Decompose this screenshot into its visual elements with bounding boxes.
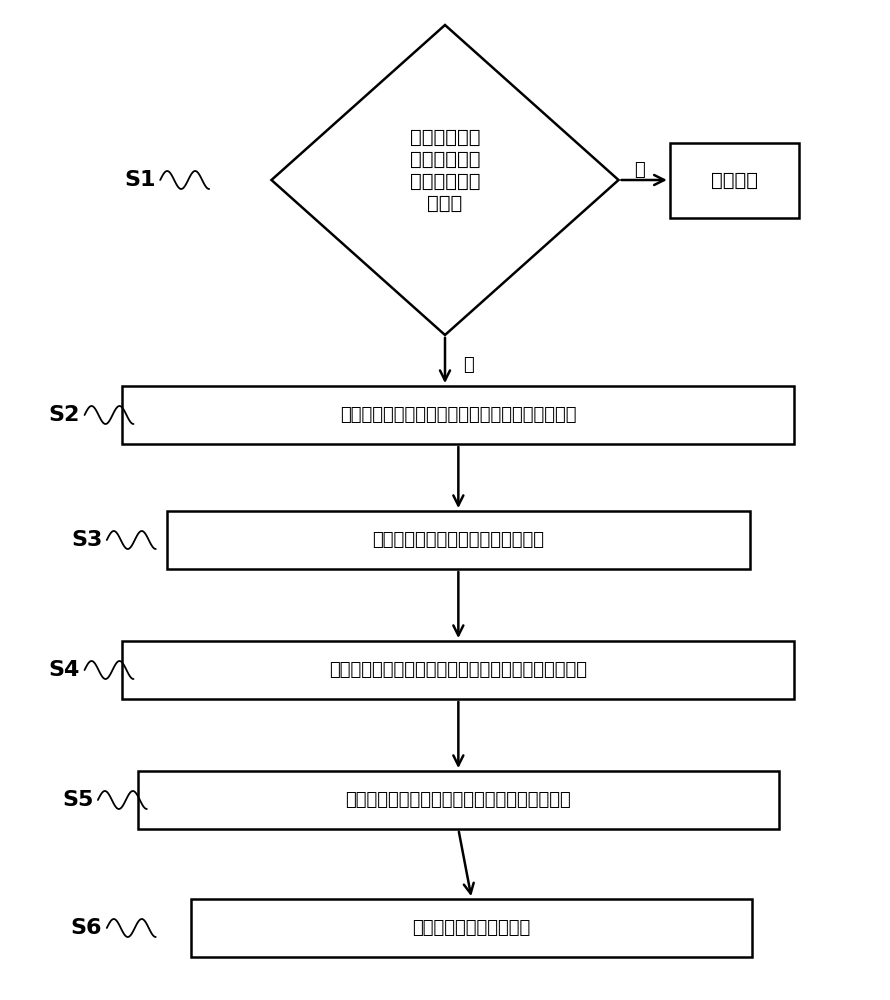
Text: 是: 是 (463, 356, 473, 374)
Bar (669, 142, 799, 218)
Text: 无法锁车: 无法锁车 (711, 170, 757, 190)
Text: 所述监控平台判定合理后发送允许锁车信号给单车平台: 所述监控平台判定合理后发送允许锁车信号给单车平台 (329, 661, 587, 679)
Text: S2: S2 (49, 405, 80, 425)
Text: S4: S4 (49, 660, 80, 680)
Bar (123, 641, 795, 699)
Bar (138, 771, 779, 829)
Text: 用户手动锁车，完成还车: 用户手动锁车，完成还车 (413, 919, 530, 937)
Text: 触发车载电子识别器发送标识信息给停靠点监控器: 触发车载电子识别器发送标识信息给停靠点监控器 (340, 406, 577, 424)
Text: 所述监控器发送停车请求给监控平台: 所述监控器发送停车请求给监控平台 (372, 531, 545, 549)
Bar (123, 386, 795, 444)
Text: S5: S5 (62, 790, 93, 810)
Text: S3: S3 (71, 530, 102, 550)
Text: 否: 否 (634, 161, 644, 179)
Polygon shape (271, 25, 619, 335)
Bar (191, 899, 752, 957)
Text: S6: S6 (71, 918, 102, 938)
Text: S1: S1 (125, 170, 156, 190)
Text: 用户将单车是
否按规范停在
铺设感应线圈
的地面: 用户将单车是 否按规范停在 铺设感应线圈 的地面 (409, 127, 481, 213)
Text: 所述单车平台发送锁车指令给用户手机或智能锁: 所述单车平台发送锁车指令给用户手机或智能锁 (345, 791, 571, 809)
Bar (167, 511, 750, 569)
